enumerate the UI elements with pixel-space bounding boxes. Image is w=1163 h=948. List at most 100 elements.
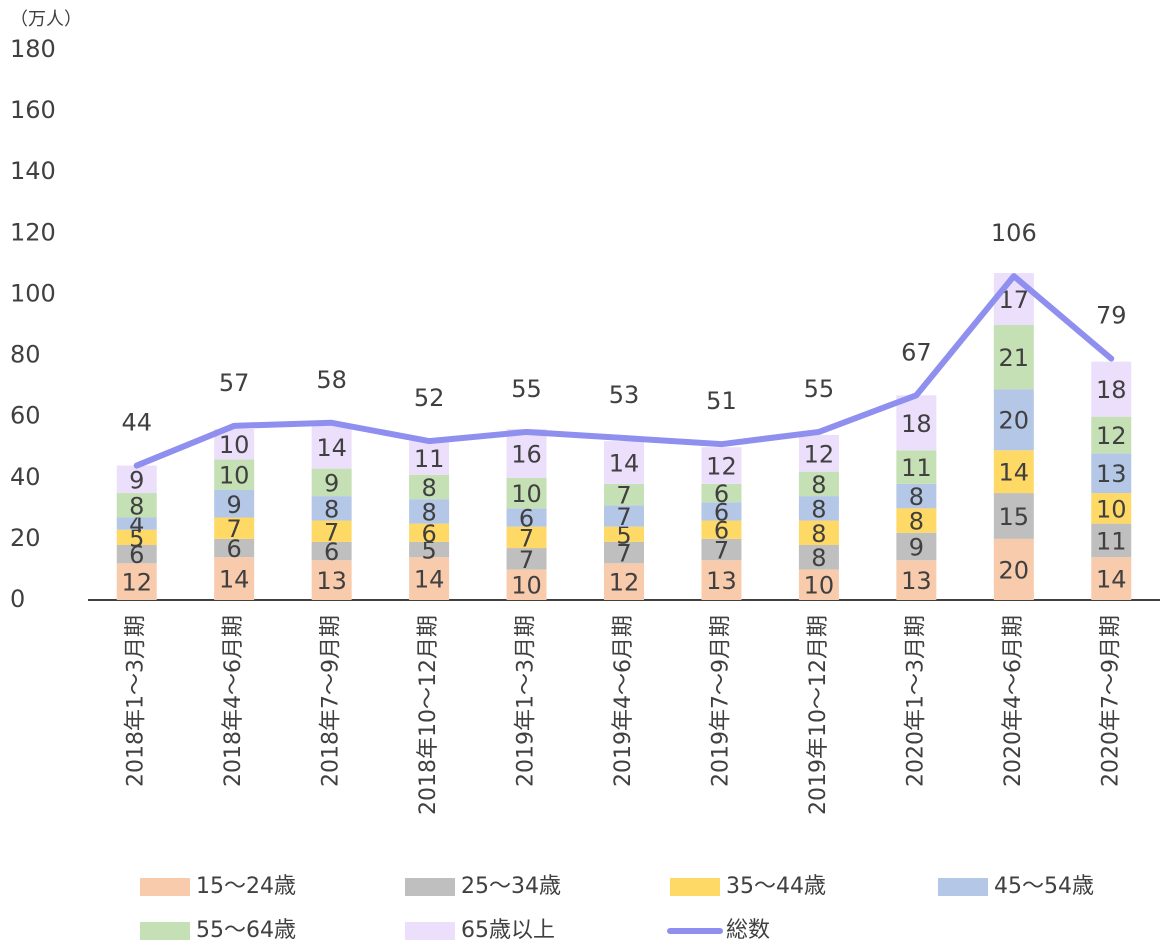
legend-label: 65歳以上 [461, 918, 555, 943]
bar-segment [1091, 361, 1132, 417]
data-label: 14 [219, 566, 250, 594]
bar-segment [993, 493, 1034, 539]
bar-segment [311, 496, 352, 521]
data-label: 9 [129, 466, 144, 494]
bar-segment [701, 520, 742, 539]
bar-segment [311, 541, 352, 561]
data-label: 6 [714, 498, 729, 526]
data-label: 13 [316, 567, 347, 595]
data-label: 14 [414, 566, 445, 594]
y-tick-label: 0 [10, 585, 25, 613]
bar-segment [604, 505, 644, 527]
total-label: 58 [316, 366, 347, 394]
total-label: 79 [1096, 302, 1127, 330]
data-label: 5 [616, 521, 631, 549]
x-tick-label: 2018年7～9月期 [319, 615, 344, 787]
data-label: 12 [1096, 422, 1127, 450]
bar-segment [993, 450, 1034, 494]
data-label: 21 [999, 344, 1030, 372]
bar-segment [116, 517, 157, 530]
data-label: 11 [414, 445, 445, 473]
bar-segment [214, 490, 255, 518]
bar-segment [604, 441, 644, 484]
data-label: 6 [714, 480, 729, 508]
total-label: 106 [991, 219, 1037, 247]
data-label: 8 [811, 471, 826, 499]
y-tick-label: 140 [10, 157, 56, 185]
data-label: 10 [219, 431, 250, 459]
y-tick-label: 120 [10, 218, 56, 246]
data-label: 7 [519, 546, 534, 574]
data-label: 18 [1096, 376, 1127, 404]
bar-segment [214, 538, 255, 558]
bar-segment [1091, 416, 1132, 454]
bar-segment [993, 538, 1034, 600]
bar-segment [506, 428, 547, 478]
legend-swatch [938, 878, 988, 896]
bar-segment [1091, 453, 1132, 494]
x-tick-label: 2020年1～3月期 [903, 615, 928, 787]
data-label: 20 [999, 407, 1030, 435]
bar-segment [604, 563, 644, 600]
y-tick-label: 160 [10, 96, 56, 124]
data-label: 12 [804, 440, 835, 468]
bar-segment [214, 459, 255, 490]
bar-segment [701, 560, 742, 600]
legend-label: 25～34歳 [461, 874, 561, 899]
y-unit: （万人） [10, 9, 82, 30]
bar-segment [311, 468, 352, 497]
data-label: 8 [129, 492, 144, 520]
data-label: 14 [316, 434, 347, 462]
bar-segment [116, 563, 157, 600]
x-tick-label: 2020年7～9月期 [1098, 615, 1123, 787]
total-label: 55 [804, 375, 835, 403]
data-label: 13 [901, 567, 932, 595]
data-label: 8 [421, 498, 436, 526]
bar-segment [604, 483, 644, 506]
data-label: 13 [706, 567, 737, 595]
bar-segment [896, 560, 937, 600]
bar-segment [896, 483, 937, 509]
data-label: 7 [616, 482, 631, 510]
total-label: 53 [609, 381, 640, 409]
data-label: 6 [519, 505, 534, 533]
total-label: 55 [511, 375, 542, 403]
bar-segment [311, 425, 352, 469]
data-label: 9 [909, 534, 924, 562]
total-label: 51 [706, 387, 737, 415]
bar-segment [701, 447, 742, 484]
bar-segment [896, 450, 937, 484]
bar-segment [798, 435, 839, 472]
data-label: 6 [227, 535, 242, 563]
data-label: 10 [511, 480, 542, 508]
data-label: 16 [511, 440, 542, 468]
total-label: 44 [121, 409, 152, 437]
legend-label: 15～24歳 [196, 874, 296, 899]
bar-segment [409, 541, 450, 558]
bar-segment [506, 569, 547, 600]
bar-segment [506, 526, 547, 549]
x-tick-label: 2018年1～3月期 [124, 615, 149, 787]
legend-label: 45～54歳 [994, 874, 1094, 899]
x-tick-label: 2018年10～12月期 [416, 615, 441, 815]
x-tick-label: 2019年7～9月期 [708, 615, 733, 787]
legend-label: 55～64歳 [196, 918, 296, 943]
data-label: 7 [519, 524, 534, 552]
data-label: 15 [999, 503, 1030, 531]
data-label: 6 [714, 517, 729, 545]
data-label: 5 [421, 537, 436, 565]
bar-segment [409, 523, 450, 542]
data-label: 8 [811, 544, 826, 572]
bar-segment [701, 538, 742, 561]
x-tick-label: 2019年4～6月期 [611, 615, 636, 787]
bar-segment [311, 560, 352, 600]
data-label: 7 [616, 503, 631, 531]
y-tick-label: 100 [10, 279, 56, 307]
data-label: 14 [999, 459, 1030, 487]
line [133, 273, 1115, 469]
data-label: 18 [901, 410, 932, 438]
data-label: 11 [901, 454, 932, 482]
data-label: 8 [324, 495, 339, 523]
bar-segment [506, 508, 547, 527]
